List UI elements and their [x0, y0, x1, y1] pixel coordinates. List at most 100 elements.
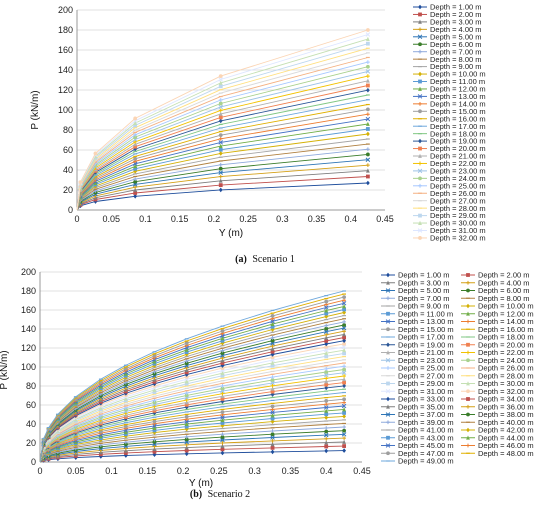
caption-b-letter: (b) — [190, 489, 202, 500]
data-point — [270, 375, 275, 380]
data-point — [365, 131, 370, 137]
data-point — [152, 423, 157, 429]
data-point — [341, 344, 347, 350]
caption-a-text: Scenario 1 — [252, 254, 295, 265]
y-tick-label: 120 — [21, 343, 36, 353]
data-point — [365, 147, 370, 152]
data-point — [123, 448, 128, 453]
legend-entry: Depth = 11.00 m — [398, 309, 453, 318]
data-point — [270, 335, 275, 340]
series-line — [76, 29, 369, 211]
legend-entry: Depth = 47.00 m — [398, 449, 454, 458]
legend-entry: Depth = 43.00 m — [398, 433, 454, 442]
data-point — [342, 323, 347, 327]
data-point — [152, 361, 157, 366]
legend-entry: Depth = 8.00 m — [478, 294, 530, 303]
legend-marker — [418, 109, 422, 114]
y-axis-label: P (kN/m) — [0, 350, 10, 389]
data-point — [220, 417, 225, 423]
data-point — [323, 329, 329, 334]
legend-entry: Depth = 7.00 m — [398, 294, 450, 303]
legend-marker — [418, 213, 422, 218]
data-point — [270, 386, 275, 391]
legend-entry: Depth = 19.00 m — [398, 340, 454, 349]
data-point — [152, 419, 157, 424]
data-point — [365, 127, 370, 131]
data-point — [220, 435, 225, 440]
data-point — [365, 87, 370, 93]
data-point — [270, 341, 275, 346]
data-point — [220, 415, 225, 420]
data-point — [152, 444, 157, 449]
data-point — [184, 370, 189, 375]
data-point — [270, 438, 275, 443]
legend-entry: Depth = 28.00 m — [430, 204, 486, 213]
legend-entry: Depth = 4.00 m — [478, 278, 530, 287]
data-point — [342, 307, 347, 312]
legend-entry: Depth = 42.00 m — [478, 426, 534, 435]
data-point — [220, 396, 225, 401]
data-point — [270, 429, 275, 433]
data-point — [220, 384, 225, 388]
legend-entry: Depth = 2.00 m — [430, 10, 482, 19]
legend-entry: Depth = 16.00 m — [478, 325, 534, 334]
legend-entry: Depth = 23.00 m — [398, 356, 454, 365]
legend-entry: Depth = 34.00 m — [478, 395, 534, 404]
data-point — [218, 183, 223, 187]
data-point — [270, 416, 275, 421]
data-point — [218, 115, 223, 120]
data-point — [152, 400, 157, 405]
legend-marker — [466, 319, 470, 324]
data-point — [184, 442, 189, 447]
y-tick-label: 20 — [63, 185, 73, 195]
data-point — [365, 36, 370, 42]
data-point — [342, 310, 347, 315]
data-point — [218, 140, 223, 145]
y-tick-label: 20 — [26, 438, 36, 448]
legend-entry: Depth = 30.00 m — [478, 379, 534, 388]
data-point — [220, 351, 225, 356]
x-tick-label: 0.25 — [210, 466, 228, 476]
data-point — [220, 338, 225, 343]
legend-entry: Depth = 18.00 m — [478, 333, 534, 342]
legend-marker — [417, 228, 423, 233]
x-tick-label: 0.3 — [248, 466, 261, 476]
data-point — [342, 380, 347, 385]
data-point — [270, 360, 275, 365]
data-point — [342, 439, 347, 444]
y-tick-label: 180 — [21, 286, 36, 296]
data-point — [342, 374, 347, 378]
legend-entry: Depth = 25.00 m — [398, 364, 454, 373]
series-line — [76, 182, 368, 211]
data-point — [342, 411, 347, 415]
data-point — [324, 370, 329, 374]
data-point — [123, 371, 128, 376]
legend-marker — [418, 183, 422, 188]
data-point — [342, 428, 347, 433]
y-tick-label: 40 — [26, 419, 36, 429]
legend-marker — [466, 412, 470, 417]
y-tick-label: 40 — [63, 165, 73, 175]
legend-marker — [466, 288, 470, 293]
legend-entry: Depth = 22.00 m — [478, 348, 534, 357]
caption-a-letter: (a) — [235, 254, 247, 265]
data-point — [218, 111, 223, 116]
data-point — [220, 443, 225, 449]
legend-marker — [466, 358, 470, 363]
legend-entry: Depth = 6.00 m — [478, 286, 530, 295]
legend-marker — [385, 412, 391, 417]
data-point — [133, 193, 138, 199]
legend-marker — [385, 443, 391, 448]
data-point — [184, 398, 189, 402]
data-point — [218, 98, 223, 102]
legend-marker — [385, 288, 391, 293]
x-tick-label: 0 — [74, 214, 79, 224]
data-point — [133, 163, 138, 169]
data-point — [341, 403, 347, 409]
data-point — [73, 417, 78, 422]
data-point — [342, 304, 347, 309]
legend-marker — [386, 280, 390, 285]
data-point — [184, 393, 189, 398]
chart-panel-a: 0 20 40 60 80 100 120 140 160 180 200 0 0.05 0.1 0.15 0… — [30, 3, 486, 243]
data-point — [365, 121, 370, 126]
